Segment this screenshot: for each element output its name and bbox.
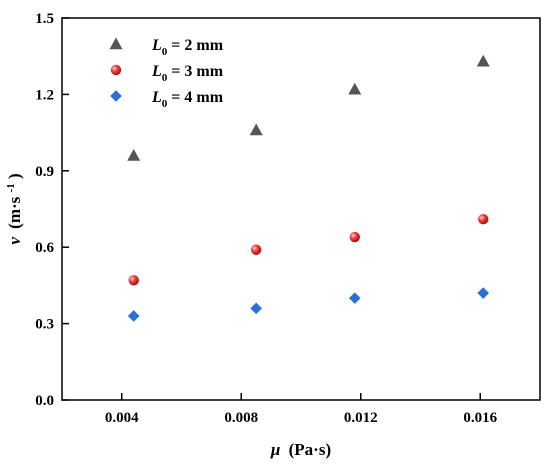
data-point-series-2	[478, 213, 489, 225]
x-tick-label: 0.016	[463, 410, 497, 426]
data-point-series-3	[477, 287, 490, 299]
legend-marker-2	[110, 64, 122, 76]
y-tick-label: 1.5	[35, 11, 54, 27]
data-point-series-1	[476, 54, 490, 67]
data-point-series-2	[250, 244, 262, 255]
x-axis-symbol: μ	[270, 440, 280, 459]
y-axis-unit: (m·s	[5, 196, 24, 228]
y-tick-label: 0.6	[35, 240, 54, 256]
data-point-series-3	[127, 310, 140, 322]
data-point-series-2	[128, 275, 139, 286]
y-tick-label: 0.9	[35, 164, 54, 180]
axis-ticks: 0.004 0.008 0.012 0.016 0.0 0.3 0.6 0.9 1.2 1.5	[35, 11, 497, 426]
plot-frame	[61, 17, 541, 401]
y-axis-title: v (m·s -1 )	[0, 173, 24, 244]
y-tick-label: 0.0	[35, 393, 54, 409]
legend-label-1: L0 = 2 mm	[151, 37, 224, 58]
legend-marker-3	[110, 90, 122, 102]
y-axis-unit-exponent: -1	[5, 183, 17, 192]
data-points	[127, 54, 490, 322]
legend: L0 = 2 mm L0 = 3 mm L0 = 4 mm	[109, 37, 224, 110]
x-axis-title: μ (Pa·s)	[270, 440, 331, 459]
x-tick-label: 0.004	[105, 410, 139, 426]
x-tick-label: 0.012	[344, 410, 378, 426]
legend-label-2: L0 = 3 mm	[151, 63, 224, 84]
data-point-series-1	[249, 123, 263, 136]
data-point-series-1	[127, 149, 141, 161]
x-tick-label: 0.008	[224, 410, 258, 426]
x-axis-unit: (Pa·s)	[289, 440, 332, 459]
legend-marker-1	[109, 37, 123, 50]
data-point-series-1	[348, 82, 362, 95]
data-point-series-2	[349, 231, 360, 243]
y-axis-symbol: v	[5, 237, 24, 245]
y-tick-label: 1.2	[35, 87, 54, 103]
y-tick-label: 0.3	[35, 317, 54, 333]
y-axis-unit-close: )	[5, 173, 24, 179]
legend-label-3: L0 = 4 mm	[151, 89, 224, 110]
data-point-series-3	[250, 302, 262, 315]
data-point-series-3	[348, 292, 361, 304]
